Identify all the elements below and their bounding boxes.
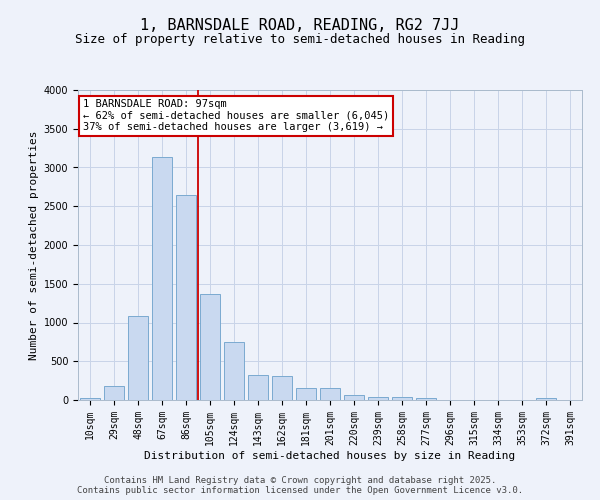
Bar [320, 388, 340, 400]
Bar [416, 398, 436, 400]
Bar [368, 397, 388, 400]
Bar [104, 386, 124, 400]
Text: 1 BARNSDALE ROAD: 97sqm
← 62% of semi-detached houses are smaller (6,045)
37% of: 1 BARNSDALE ROAD: 97sqm ← 62% of semi-de… [83, 100, 389, 132]
Bar [80, 398, 100, 400]
Bar [272, 376, 292, 400]
Bar [248, 375, 268, 400]
Bar [224, 342, 244, 400]
Text: Size of property relative to semi-detached houses in Reading: Size of property relative to semi-detach… [75, 32, 525, 46]
Bar [536, 398, 556, 400]
Bar [296, 388, 316, 400]
Bar [344, 394, 364, 400]
Bar [152, 158, 172, 400]
Bar [128, 316, 148, 400]
X-axis label: Distribution of semi-detached houses by size in Reading: Distribution of semi-detached houses by … [145, 450, 515, 460]
Y-axis label: Number of semi-detached properties: Number of semi-detached properties [29, 130, 40, 360]
Text: 1, BARNSDALE ROAD, READING, RG2 7JJ: 1, BARNSDALE ROAD, READING, RG2 7JJ [140, 18, 460, 32]
Bar [176, 196, 196, 400]
Bar [200, 294, 220, 400]
Bar [392, 397, 412, 400]
Text: Contains HM Land Registry data © Crown copyright and database right 2025.
Contai: Contains HM Land Registry data © Crown c… [77, 476, 523, 495]
